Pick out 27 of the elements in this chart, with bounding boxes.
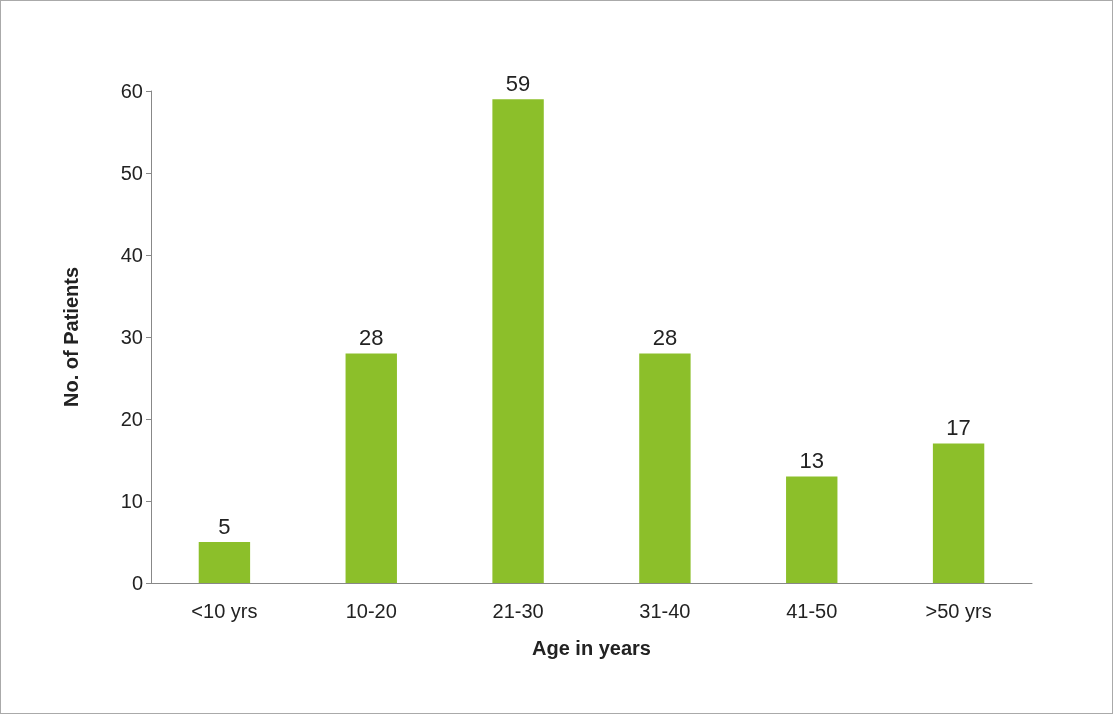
x-tick-label: 31-40 (639, 600, 691, 622)
data-label: 59 (505, 70, 531, 96)
data-label: 13 (799, 447, 824, 473)
y-tick-label: 50 (120, 162, 143, 184)
x-tick-label: 21-30 (492, 600, 544, 622)
x-axis-title: Age in years (532, 637, 651, 659)
x-tick-label: <10 yrs (191, 600, 258, 622)
y-tick-label: 20 (120, 408, 143, 430)
y-tick-label: 40 (120, 244, 143, 266)
data-label: 28 (652, 324, 678, 350)
data-label: 28 (359, 324, 384, 350)
y-axis-title: No. of Patients (60, 266, 82, 408)
x-tick-label: 41-50 (786, 600, 838, 622)
y-tick-label: 10 (120, 490, 143, 512)
data-label: 5 (218, 513, 231, 539)
bar (786, 476, 838, 583)
x-tick-label: 10-20 (345, 600, 397, 622)
bar (198, 542, 251, 583)
bar (492, 99, 544, 583)
x-tick-label: >50 yrs (925, 600, 992, 622)
y-tick-label: 30 (120, 326, 143, 348)
y-tick-label: 60 (120, 80, 143, 102)
bar (639, 353, 691, 583)
bar (932, 443, 985, 583)
bar (345, 353, 397, 583)
data-label: 17 (946, 415, 971, 441)
y-tick-label: 0 (131, 572, 143, 594)
